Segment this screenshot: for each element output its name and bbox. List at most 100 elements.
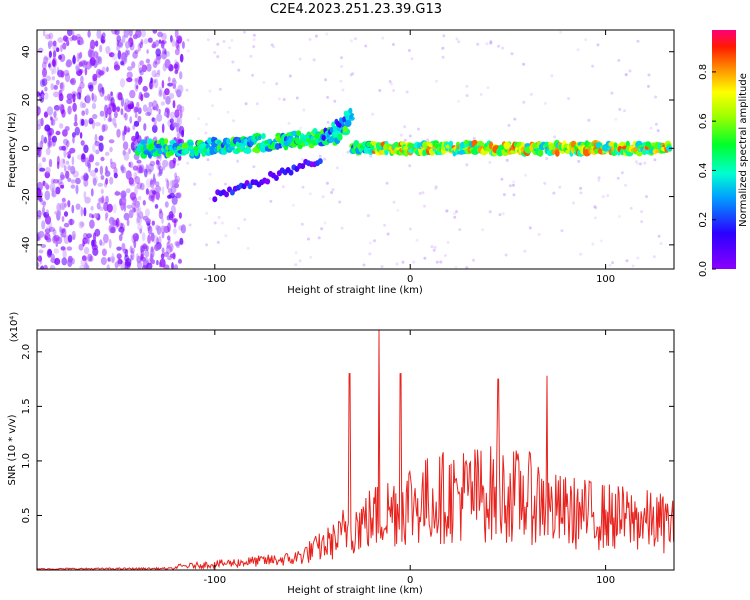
noise-blob [51,76,55,81]
noise-blob [252,38,256,42]
noise-blob [135,30,142,38]
noise-blob [545,157,549,161]
noise-blob [99,165,104,176]
noise-blob [85,61,92,70]
noise-blob [118,234,123,242]
noise-blob [91,102,97,110]
noise-blob [524,173,528,177]
ridge-blob [163,138,169,145]
noise-blob [108,52,115,58]
noise-blob [606,194,610,198]
noise-blob [96,30,102,39]
noise-blob [62,249,67,259]
noise-blob [610,91,614,95]
ridge-blob [613,142,618,149]
noise-blob [103,112,107,122]
noise-blob [100,257,107,265]
noise-blob [572,201,575,205]
noise-blob [252,165,256,169]
noise-blob [114,111,118,119]
noise-blob [126,77,133,83]
noise-blob [48,140,52,149]
noise-blob [164,88,170,96]
noise-blob [300,222,304,226]
noise-blob [640,220,644,224]
noise-blob [85,264,90,269]
noise-blob [37,210,42,218]
noise-blob [37,181,43,192]
noise-blob [41,61,47,70]
noise-blob [62,158,65,164]
noise-blob [71,30,75,37]
noise-blob [485,42,489,46]
noise-blob [155,186,162,193]
noise-blob [116,35,121,43]
noise-blob [237,226,241,230]
ridge-blob [194,150,199,157]
noise-blob [324,78,328,82]
noise-blob [507,123,511,127]
noise-blob [111,52,118,61]
noise-blob [83,144,89,154]
noise-blob [152,177,156,185]
noise-blob [106,203,113,213]
noise-blob [643,161,647,165]
noise-blob [100,188,104,194]
noise-blob [368,252,372,256]
noise-blob [80,118,85,126]
noise-blob [163,251,170,258]
noise-blob [120,97,125,107]
noise-blob [647,84,650,88]
noise-blob [91,244,98,251]
noise-blob [157,31,164,38]
noise-blob [38,249,44,254]
noise-blob [95,149,100,155]
noise-blob [83,207,87,217]
noise-blob [53,234,60,242]
noise-blob [151,79,157,84]
noise-blob [151,187,158,195]
noise-blob [174,30,179,39]
noise-blob [134,49,139,54]
noise-blob [127,103,134,110]
noise-blob [147,168,152,175]
noise-blob [107,93,110,102]
noise-blob [74,113,78,124]
noise-blob [505,158,509,162]
noise-blob [180,130,185,138]
noise-blob [185,88,189,92]
noise-blob [120,195,127,206]
noise-blob [116,44,120,52]
noise-blob [156,69,161,75]
noise-blob [128,161,131,168]
noise-blob [133,239,137,249]
noise-blob [56,155,60,166]
noise-blob [146,49,149,54]
noise-blob [94,141,101,147]
noise-blob [75,184,79,195]
noise-blob [445,209,449,213]
noise-blob [135,85,139,90]
noise-blob [593,205,597,209]
noise-blob [481,228,485,232]
noise-blob [110,161,117,169]
noise-blob [167,222,171,233]
noise-blob [601,195,605,199]
noise-blob [434,187,438,190]
noise-blob [371,112,375,116]
noise-blob [608,263,612,267]
noise-blob [123,151,130,161]
noise-blob [111,30,118,35]
noise-blob [139,60,144,66]
noise-blob [378,89,382,92]
noise-blob [435,79,438,83]
noise-blob [88,84,94,92]
colorbar-tick-label: 0.4 [698,162,709,178]
noise-blob [52,58,56,67]
noise-blob [148,80,155,90]
noise-blob [657,234,661,238]
noise-blob [217,215,221,219]
noise-blob [160,101,166,106]
branch-blob [229,189,235,196]
